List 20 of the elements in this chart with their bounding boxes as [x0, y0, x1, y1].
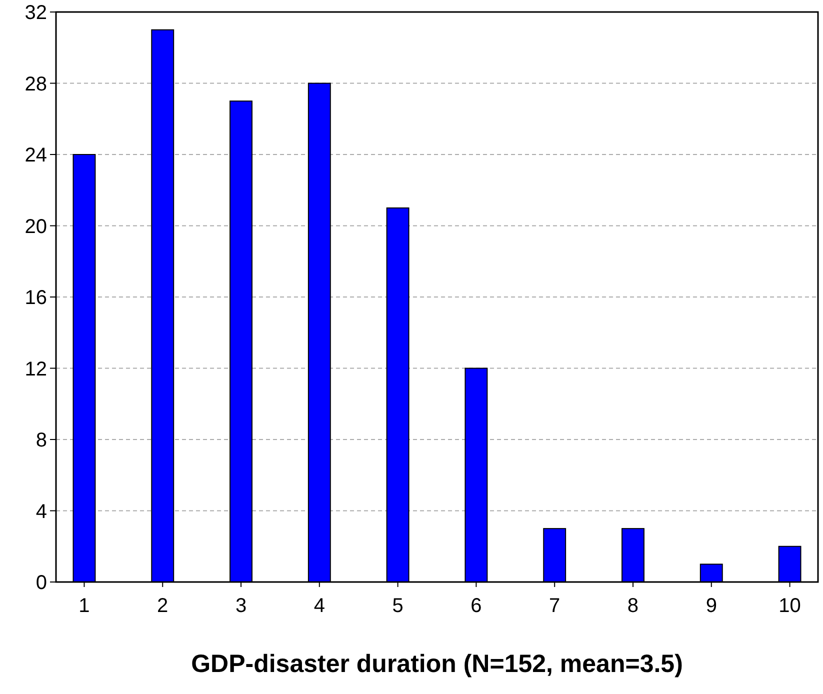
- x-tick-label: 4: [314, 595, 325, 617]
- x-tick-label: 1: [78, 595, 90, 617]
- x-tick-label: 6: [470, 595, 482, 617]
- y-tick-label: 0: [36, 572, 47, 594]
- x-tick-label: 3: [235, 595, 247, 617]
- y-tick-label: 12: [24, 358, 47, 380]
- y-tick-label: 4: [36, 500, 47, 523]
- y-tick-label: 8: [36, 430, 47, 452]
- x-tick-label: 2: [157, 595, 168, 617]
- x-tick-label: 8: [627, 595, 639, 617]
- y-tick-label: 24: [24, 144, 47, 166]
- x-axis-title: GDP-disaster duration (N=152, mean=3.5): [191, 650, 683, 678]
- x-tick-label: 9: [706, 595, 717, 617]
- y-tick-label: 16: [24, 287, 47, 309]
- x-tick-label: 7: [549, 595, 560, 617]
- y-tick-label: 20: [24, 216, 47, 238]
- y-tick-label: 28: [24, 73, 47, 96]
- x-tick-label: 5: [392, 595, 404, 617]
- x-tick-label: 10: [778, 595, 801, 617]
- y-tick-label: 32: [24, 2, 47, 24]
